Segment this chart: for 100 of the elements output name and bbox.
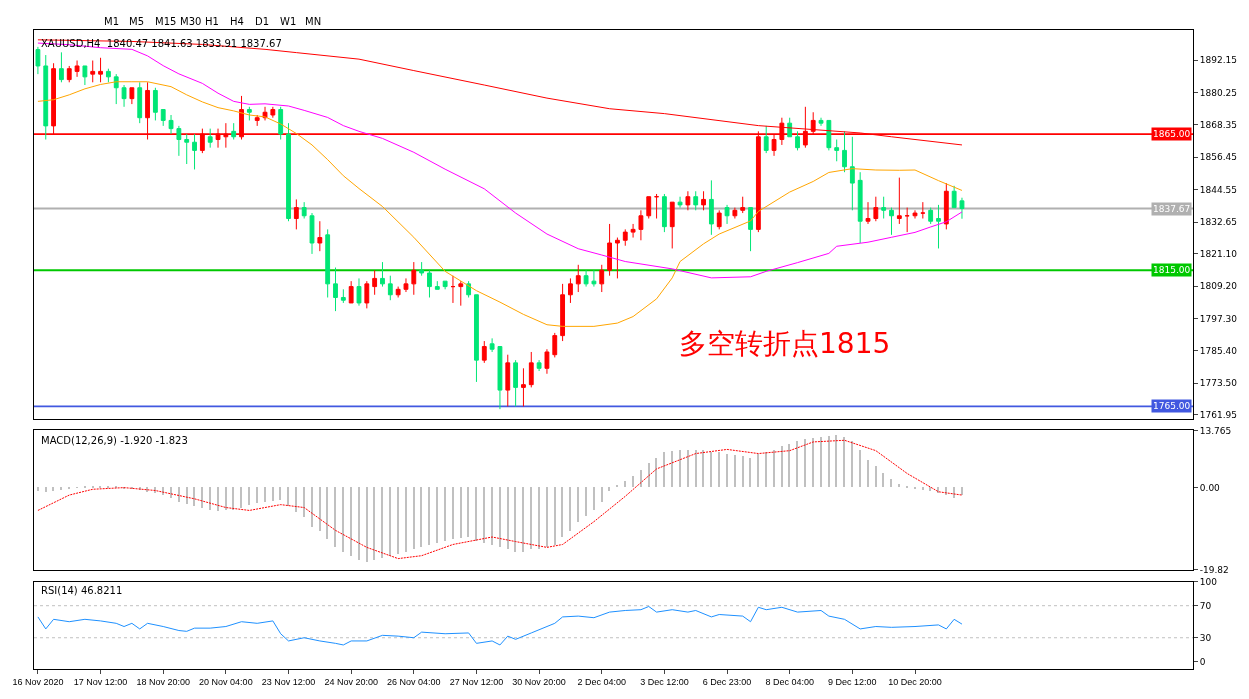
bar (530, 487, 532, 550)
candlestick (442, 280, 448, 290)
bar (671, 451, 673, 488)
bar (178, 487, 180, 503)
candlestick (137, 81, 143, 124)
x-tick-label: 18 Nov 20:00 (136, 676, 190, 687)
x-tick-label: 24 Nov 20:00 (324, 676, 378, 687)
candlestick (646, 196, 652, 219)
x-tick-label: 2 Dec 04:00 (577, 676, 627, 687)
bar (828, 436, 830, 488)
bar (295, 487, 297, 513)
x-tick-label: 23 Nov 12:00 (261, 676, 316, 687)
candlestick (701, 190, 706, 211)
candlestick (168, 114, 174, 135)
bar (37, 487, 39, 492)
bar (906, 486, 908, 489)
bar (170, 487, 172, 499)
candlestick (669, 201, 675, 249)
bar (248, 487, 250, 506)
text: H4 (230, 16, 244, 27)
bar (342, 487, 344, 553)
bar (209, 487, 211, 511)
candlestick (787, 117, 793, 138)
x-tick-label: 9 Dec 12:00 (828, 676, 877, 687)
candlestick (654, 193, 659, 219)
bar (154, 487, 156, 494)
candlestick (873, 196, 879, 222)
bar (687, 450, 689, 488)
x-tick-label: 16 Nov 2020 (12, 676, 64, 687)
candlestick (748, 207, 753, 252)
candlestick (599, 264, 605, 293)
candlestick (458, 280, 464, 307)
bar (773, 450, 775, 488)
candlestick (286, 122, 291, 222)
candlestick (795, 130, 800, 151)
candlestick (192, 133, 197, 170)
candlestick (207, 128, 213, 149)
bar (796, 441, 798, 488)
candlestick (246, 106, 252, 121)
bar (961, 487, 963, 496)
bar (52, 487, 54, 492)
bar (624, 481, 626, 488)
candlestick (724, 204, 730, 225)
y-tick-label: 1773.50 (1199, 378, 1238, 389)
candlestick (849, 136, 855, 211)
bar (287, 487, 289, 507)
bar (734, 455, 736, 488)
bar (875, 466, 877, 488)
candlestick (536, 359, 542, 372)
candlestick (160, 109, 166, 127)
candlestick (293, 198, 299, 230)
candlestick (90, 60, 96, 83)
candlestick (113, 73, 119, 105)
candlestick (411, 261, 417, 296)
y-tick-label: 70 (1199, 600, 1212, 611)
bar (514, 487, 516, 553)
x-tick-label: 30 Nov 20:00 (512, 676, 566, 687)
x-tick-label: 10 Dec 20:00 (888, 676, 942, 687)
candlestick (615, 237, 620, 279)
candlestick (434, 280, 440, 290)
candlestick (481, 340, 487, 364)
bar (491, 487, 493, 546)
bar (373, 487, 375, 561)
bar (788, 444, 790, 488)
bar (749, 458, 751, 488)
candlestick (395, 286, 401, 298)
candlestick (677, 196, 683, 209)
candlestick (152, 87, 158, 121)
text: H1 (205, 16, 219, 27)
candlestick (129, 87, 135, 105)
candlestick (865, 201, 871, 225)
candlestick (317, 220, 323, 252)
y-tick-label: 1844.55 (1199, 184, 1238, 195)
y-tick-label: 1785.40 (1199, 346, 1238, 357)
chart-title: RSI(14) 46.8211 (41, 585, 123, 596)
candlestick (575, 264, 581, 293)
bar (616, 485, 618, 488)
bar (84, 486, 86, 489)
bar (718, 452, 720, 488)
line-series (37, 605, 963, 646)
bar (608, 487, 610, 492)
candlestick (105, 68, 111, 83)
candlestick (419, 261, 425, 277)
bar (107, 486, 109, 489)
candlestick (121, 84, 127, 108)
bar (507, 487, 509, 550)
candlestick (270, 106, 276, 119)
bar (326, 487, 328, 540)
y-tick-label: 1832.65 (1199, 217, 1238, 228)
candlestick (301, 201, 307, 219)
candlestick (427, 269, 432, 298)
candlestick (278, 106, 284, 140)
bar (648, 463, 650, 488)
y-tick-label: 1892.15 (1199, 55, 1238, 66)
bar (319, 487, 321, 532)
bar (68, 487, 70, 490)
candlestick (881, 196, 887, 219)
candlestick (889, 207, 894, 236)
bar (851, 441, 853, 488)
bar (663, 452, 665, 488)
